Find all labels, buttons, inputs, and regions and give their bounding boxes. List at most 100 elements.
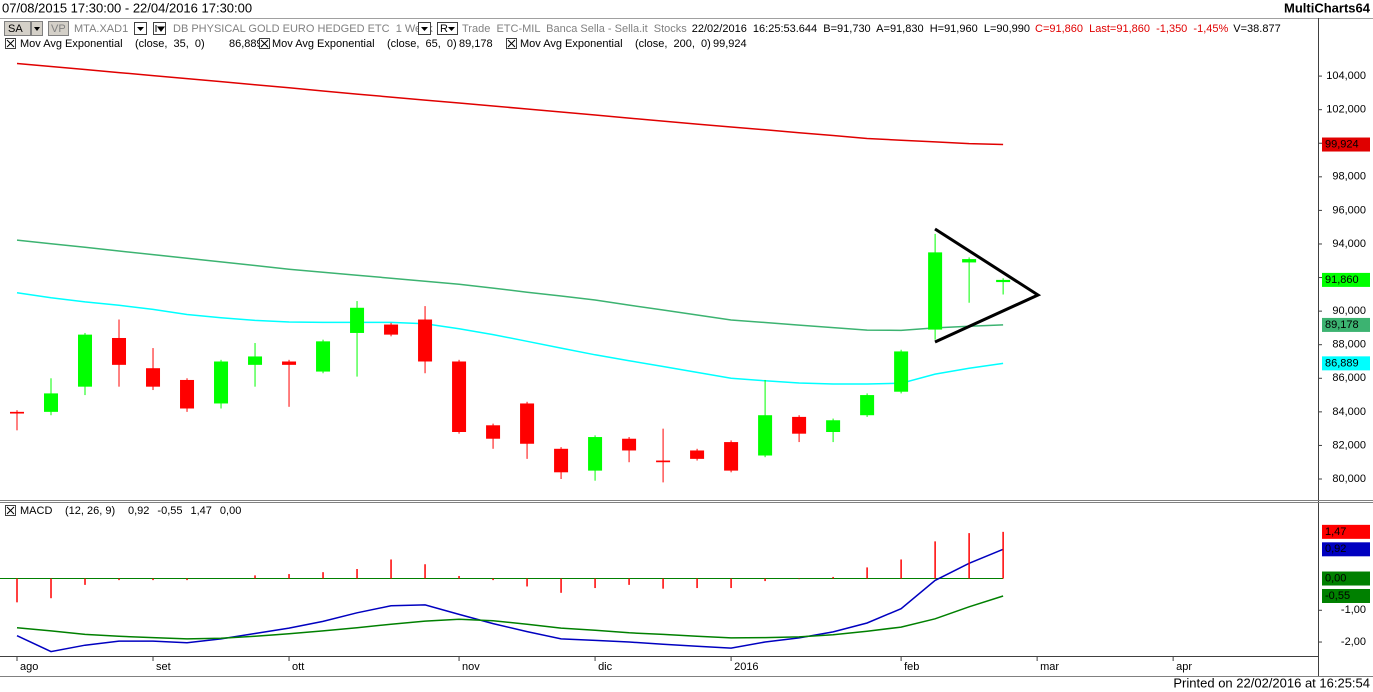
legend-value: -0,55 [157,505,182,517]
candle-body [112,337,127,365]
y-tick-label: -1,00 [1341,604,1366,616]
last-value-label: 89,178 [1325,319,1359,331]
candle-body [860,395,875,416]
last-value-box [1322,356,1370,371]
checkbox-cross [6,39,15,48]
last-value-label: 99,924 [1325,138,1359,150]
candle-body [486,425,501,439]
y-tick-label: 88,000 [1332,339,1366,351]
candle-body [962,259,977,263]
candle-body [44,393,59,412]
vp-button[interactable] [48,21,69,36]
candle-body [452,361,467,433]
indicator-line [16,595,1004,640]
dropdown-arrow [155,25,165,32]
instrument-description: DB PHYSICAL GOLD EURO HEDGED ETC 1 Week [173,23,433,35]
dropdown-arrow [448,27,455,31]
last-value-box [1322,571,1370,586]
candle-body [690,450,705,459]
indicator-name: MACD [20,505,52,517]
candle-body [418,319,433,362]
checkbox-cross [260,39,269,48]
candle-body [792,416,807,434]
candle-body [180,379,195,409]
legend-value: 1,47 [191,505,212,517]
indicator-line [16,239,1004,332]
x-tick-label: ott [292,661,304,673]
candle-body [554,448,569,473]
indicator-line [16,291,1004,385]
x-tick-label: feb [904,661,919,673]
dropdown-arrow [34,27,40,31]
checkbox-cross [507,39,516,48]
date-range: 07/08/2015 17:30:00 - 22/04/2016 17:30:0… [2,0,252,15]
y-tick-label: 98,000 [1332,171,1366,183]
candle-body [758,415,773,456]
candle-body [384,324,399,335]
last-value-box [1322,137,1370,152]
sa-button[interactable] [4,21,31,36]
candle-body [282,361,297,365]
legend-name: Mov Avg Exponential [520,38,623,50]
legend-value: 89,178 [459,38,493,50]
vp-label[interactable]: VP [51,23,66,35]
candle-body [928,252,943,330]
x-tick-label: mar [1040,661,1059,673]
quote-last: C=91,860 Last=91,860 -1,350 -1,45% [1035,23,1228,35]
checkbox-cross [6,506,15,515]
y-tick-label: 86,000 [1332,372,1366,384]
symbol: MTA.XAD1 [74,23,128,35]
last-value-label: 1,47 [1325,526,1346,538]
y-tick-label: 84,000 [1332,406,1366,418]
candle-body [520,403,535,444]
candle-body [724,442,739,471]
indicator-line [16,62,1004,146]
legend-name: Mov Avg Exponential [272,38,375,50]
last-value-label: -0,55 [1325,590,1350,602]
candle-body [316,341,331,372]
quote: 22/02/2016 16:25:53.644 B=91,730 A=91,83… [692,23,1030,35]
legend-value: 99,924 [713,38,747,50]
candle-body [894,351,909,392]
dropdown-arrow [137,27,144,31]
candle-body [656,460,671,463]
last-value-label: 86,889 [1325,357,1359,369]
app-name: MultiCharts64 [1284,0,1371,15]
x-tick-label: 2016 [734,661,758,673]
triangle-drawing [934,227,1042,344]
last-value-box [1322,588,1370,603]
last-value-box [1322,272,1370,287]
legend-value: 86,889 [229,38,263,50]
x-tick-label: ago [20,661,38,673]
legend-name: Mov Avg Exponential [20,38,123,50]
candle-body [214,361,229,404]
printed-note: Printed on 22/02/2016 at 16:25:54 [1173,675,1370,690]
x-tick-label: apr [1176,661,1192,673]
y-tick-label: 80,000 [1332,473,1366,485]
last-value-box [1322,542,1370,557]
x-tick-label: set [156,661,171,673]
candle-body [826,420,841,433]
sa-label[interactable]: SA [8,23,23,35]
candle-body [10,411,25,414]
y-tick-label: 104,000 [1326,70,1366,82]
candle-body [248,356,263,365]
r-label[interactable]: R [440,23,448,35]
quote-volume: V=38.877 [1233,23,1280,35]
last-value-box [1322,317,1370,332]
r-button[interactable] [437,22,458,35]
legend-value: 0,92 [128,505,149,517]
indicator-params: (12, 26, 9) [65,505,115,517]
y-tick-label: 102,000 [1326,104,1366,116]
quote-line: Trade ETC-MIL Banca Sella - Sella.it Sto… [462,23,1281,35]
y-tick-label: 94,000 [1332,238,1366,250]
last-value-label: 0,92 [1325,543,1346,555]
y-tick-label: 90,000 [1332,305,1366,317]
dropdown-arrow [421,27,428,31]
last-value-box [1322,524,1370,539]
candle-body [996,279,1011,283]
x-tick-label: dic [598,661,613,673]
candle-body [588,437,603,471]
